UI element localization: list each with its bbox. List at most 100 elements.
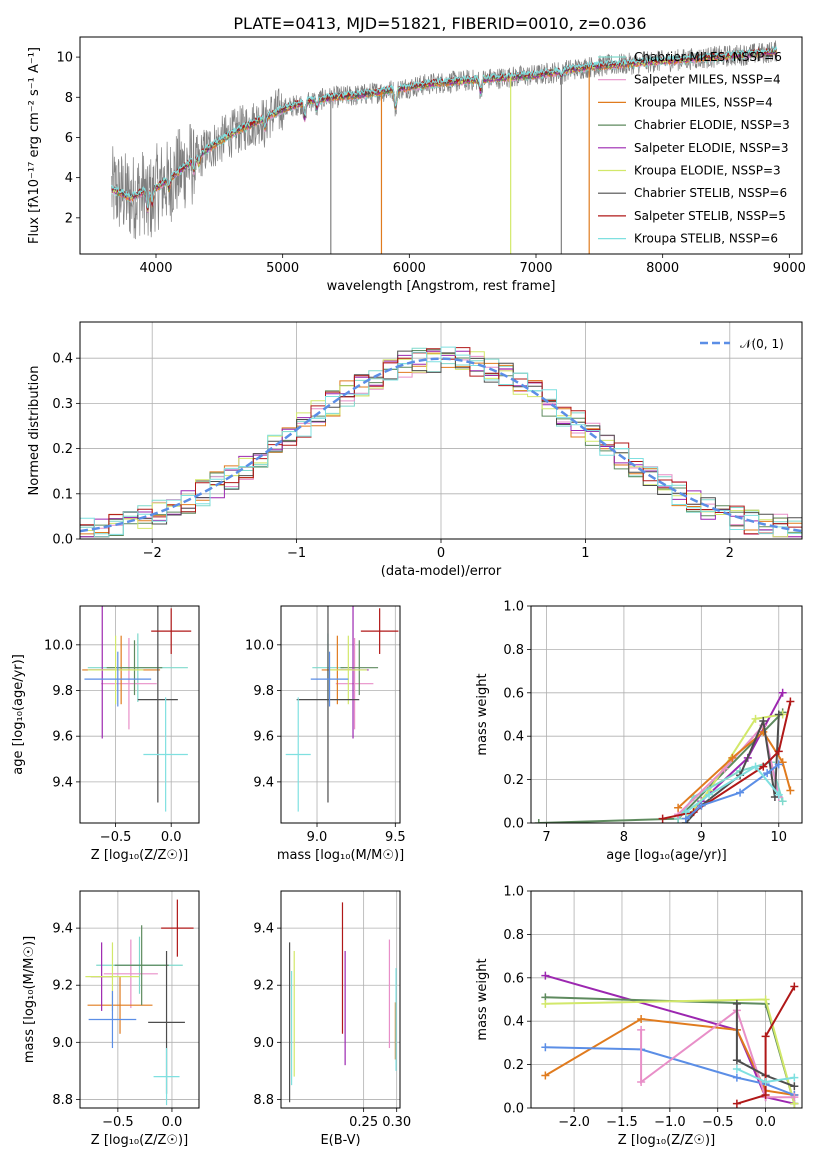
x-tick-label: 0.0 xyxy=(755,1115,776,1130)
x-tick-label: 9 xyxy=(697,830,705,845)
y-tick-label: 1.0 xyxy=(503,885,524,900)
weight-marker xyxy=(637,1025,646,1034)
weight-marker xyxy=(541,1071,550,1080)
x-tick-label: −1.5 xyxy=(606,1115,638,1130)
weight-series-salpeter-stelib xyxy=(732,982,799,1108)
errorbar-kroupa-stelib xyxy=(143,697,188,812)
y-tick-label: 0.4 xyxy=(503,1015,524,1030)
residuals-panel: −2 −1 0 1 2 0.0 0.1 0.2 0.3 0.4 (data-model)/error… xyxy=(27,321,803,579)
y-tick-label: 8.8 xyxy=(52,1093,73,1108)
plot-area xyxy=(285,606,399,812)
axes-frame xyxy=(79,36,803,255)
weight-vs-metallicity-panel: −2.0 −1.5 −1.0 −0.5 0.0 0.0 0.2 0.4 0.6 0.8 1.0 Z [… xyxy=(475,885,803,1148)
y-tick-label: 0.1 xyxy=(52,487,73,502)
plot-area xyxy=(541,971,799,1108)
legend-entry: Kroupa STELIB, NSSP=6 xyxy=(634,232,778,246)
y-tick-label: 8 xyxy=(65,91,73,106)
x-tick-label: −0.5 xyxy=(100,830,132,845)
plot-area xyxy=(82,606,192,812)
normal-curve xyxy=(80,357,802,533)
weight-series-salpeter-stelib xyxy=(658,697,795,823)
errorbar-chabrier-elodie xyxy=(340,640,379,696)
weight-marker xyxy=(790,1082,799,1091)
weight-marker xyxy=(761,1032,770,1041)
x-tick-label: −1 xyxy=(287,546,306,561)
weight-marker xyxy=(637,1015,646,1024)
grid xyxy=(80,891,199,1108)
weight-marker xyxy=(774,747,783,756)
y-tick-label: 9.8 xyxy=(253,684,274,699)
y-tick-label: 9.2 xyxy=(253,979,274,994)
weight-series-kroupa-elodie xyxy=(541,995,799,1108)
x-tick-label: 8000 xyxy=(646,261,679,276)
x-tick-label: 9000 xyxy=(773,261,806,276)
legend-entry: Salpeter STELIB, NSSP=5 xyxy=(634,209,786,223)
spectrum-panel: 4000 5000 6000 7000 8000 9000 2 4 6 8 10 wavelength… xyxy=(27,36,806,294)
weight-marker xyxy=(681,808,690,817)
weight-marker xyxy=(790,982,799,991)
plot-area xyxy=(85,899,194,1106)
axes-frame xyxy=(280,605,401,824)
y-tick-label: 0.8 xyxy=(503,928,524,943)
x-tick-label: 10 xyxy=(770,830,787,845)
weight-marker xyxy=(732,1056,741,1065)
x-tick-label: 5000 xyxy=(266,261,299,276)
x-axis-label: Z [log₁₀(Z/Z☉)] xyxy=(91,848,188,863)
y-tick-label: 9.6 xyxy=(52,730,73,745)
weight-marker xyxy=(763,769,772,778)
weight-line xyxy=(538,711,784,823)
weight-marker xyxy=(778,797,787,806)
legend-entry: Kroupa ELODIE, NSSP=3 xyxy=(634,164,781,178)
errorbar-kroupa-stelib xyxy=(153,1048,180,1106)
x-tick-label: 7000 xyxy=(519,261,552,276)
errorbar-normal xyxy=(88,990,137,1049)
weight-marker xyxy=(541,999,550,1008)
weight-marker xyxy=(751,762,760,771)
y-axis-label: mass weight xyxy=(475,673,490,755)
x-tick-label: 2 xyxy=(726,546,734,561)
y-tick-label: 0.0 xyxy=(503,1102,524,1117)
y-tick-label: 0.2 xyxy=(503,773,524,788)
weight-marker xyxy=(759,762,768,771)
weight-marker xyxy=(732,999,741,1008)
errorbar-normal xyxy=(310,651,349,707)
weight-marker xyxy=(778,688,787,697)
axes-frame xyxy=(79,321,803,540)
weight-series-normal xyxy=(681,760,783,823)
x-axis-label: E(B-V) xyxy=(320,1133,360,1148)
weight-marker xyxy=(774,790,783,799)
legend-entry: Chabrier STELIB, NSSP=6 xyxy=(634,186,787,200)
errorbar-salpeter-miles xyxy=(101,637,157,730)
weight-marker xyxy=(728,753,737,762)
y-tick-label: 9.0 xyxy=(52,1036,73,1051)
errorbar-chabrier-elodie xyxy=(114,925,169,1006)
errorbar-chabrier-stelib xyxy=(137,606,178,803)
weight-marker xyxy=(751,714,760,723)
x-tick-label: 0.30 xyxy=(382,1115,411,1130)
weight-marker xyxy=(541,1043,550,1052)
weight-marker xyxy=(761,995,770,1004)
errorbar-salpeter-stelib xyxy=(151,608,192,654)
weight-line xyxy=(662,701,792,820)
x-axis-label: (data-model)/error xyxy=(381,564,502,579)
legend: Chabrier MILES, NSSP=6 Salpeter MILES, NS… xyxy=(598,50,790,246)
x-axis-label: wavelength [Angstrom, rest frame] xyxy=(327,279,556,294)
weight-marker xyxy=(541,971,550,980)
weight-line xyxy=(735,1003,795,1088)
y-axis-label: age [log₁₀(age/yr)] xyxy=(11,654,26,775)
grid xyxy=(80,606,199,823)
figure-title: PLATE=0413, MJD=51821, FIBERID=0010, z=0… xyxy=(233,14,646,33)
x-tick-label: 9.5 xyxy=(385,830,406,845)
y-tick-label: 10 xyxy=(56,51,73,66)
weight-marker xyxy=(732,1099,741,1108)
errorbar-kroupa-elodie xyxy=(329,635,368,705)
plot-area xyxy=(80,346,802,539)
x-tick-label: 0 xyxy=(437,546,445,561)
y-tick-label: 9.4 xyxy=(253,775,274,790)
errorbar-salpeter-stelib xyxy=(360,608,399,654)
plot-area xyxy=(111,40,778,254)
axes-frame xyxy=(530,890,803,1109)
weight-marker xyxy=(534,819,543,823)
x-tick-label: 7 xyxy=(542,830,550,845)
